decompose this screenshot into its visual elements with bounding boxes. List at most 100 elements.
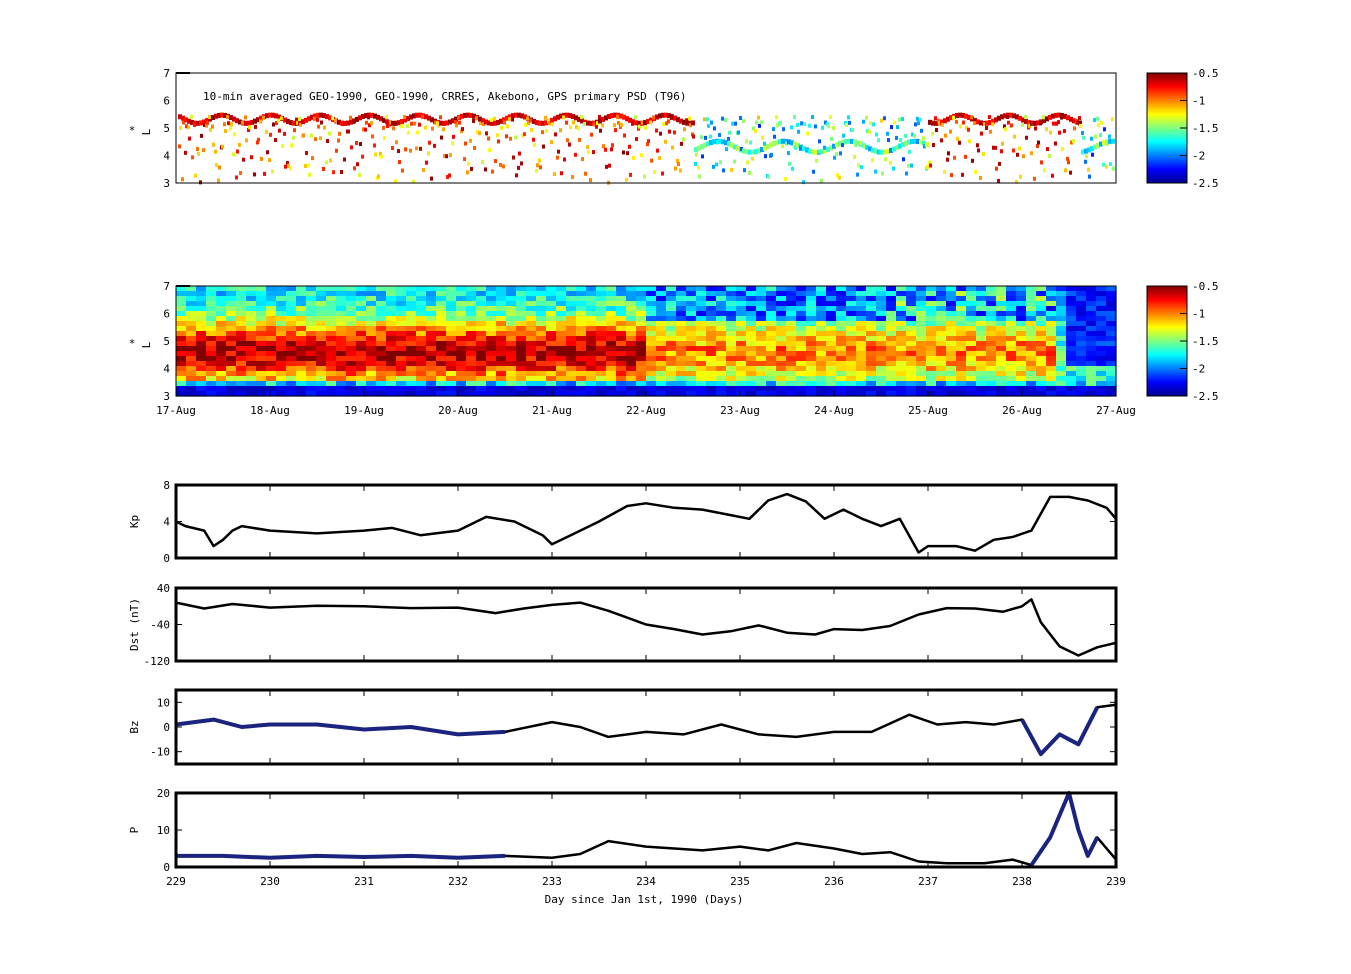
- psd-point: [463, 112, 467, 118]
- heatmap-cell: [366, 381, 377, 387]
- heatmap-cell: [396, 371, 407, 377]
- psd-point: [1004, 127, 1007, 132]
- heatmap-cell: [236, 326, 247, 332]
- heatmap-cell: [956, 316, 967, 322]
- psd-point: [208, 116, 212, 122]
- heatmap-cell: [566, 386, 577, 392]
- psd-point: [556, 155, 559, 160]
- psd-point: [215, 163, 218, 168]
- heatmap-cell: [476, 351, 487, 357]
- heatmap-cell: [496, 316, 507, 322]
- heatmap-cell: [306, 381, 317, 387]
- psd-point: [844, 139, 848, 145]
- psd-point: [1019, 174, 1022, 179]
- panel2-date-ticks: 17-Aug 18-Aug 19-Aug 20-Aug 21-Aug 22-Aug 23-A…: [156, 391, 1136, 417]
- psd-point: [992, 145, 995, 150]
- heatmap-cell: [766, 366, 777, 372]
- heatmap-cell: [606, 316, 617, 322]
- psd-point: [535, 168, 538, 173]
- heatmap-cell: [956, 386, 967, 392]
- psd-point: [442, 127, 445, 132]
- psd-point: [1042, 115, 1045, 120]
- heatmap-cell: [536, 291, 547, 297]
- psd-point: [991, 122, 994, 127]
- heatmap-cell: [236, 366, 247, 372]
- heatmap-cell: [826, 351, 837, 357]
- heatmap-cell: [266, 301, 277, 307]
- psd-point: [343, 157, 346, 162]
- heatmap-cell: [396, 346, 407, 352]
- psd-point: [286, 119, 290, 125]
- heatmap-cell: [536, 391, 547, 397]
- psd-point: [193, 123, 196, 128]
- colorbar-1: -0.5-1-1.5-2-2.5: [1146, 67, 1219, 190]
- heatmap-cell: [1016, 341, 1027, 347]
- psd-point: [737, 130, 740, 135]
- heatmap-cell: [1036, 356, 1047, 362]
- date-tick-label: 25-Aug: [908, 404, 948, 417]
- heatmap-cell: [526, 356, 537, 362]
- heatmap-cell: [246, 306, 257, 312]
- heatmap-cell: [176, 371, 187, 377]
- heatmap-cell: [376, 306, 387, 312]
- heatmap-cell: [626, 371, 637, 377]
- psd-point: [961, 172, 964, 177]
- psd-point: [805, 148, 808, 153]
- heatmap-cell: [696, 351, 707, 357]
- heatmap-cell: [436, 296, 447, 302]
- heatmap-cell: [926, 346, 937, 352]
- psd-point: [1082, 135, 1085, 140]
- heatmap-cell: [756, 346, 767, 352]
- psd-point: [308, 172, 311, 177]
- heatmap-cell: [566, 336, 577, 342]
- psd-point: [857, 163, 860, 168]
- heatmap-cell: [566, 296, 577, 302]
- date-tick-label: 20-Aug: [438, 404, 478, 417]
- heatmap-cell: [566, 311, 577, 317]
- heatmap-cell: [506, 296, 517, 302]
- heatmap-cell: [656, 321, 667, 327]
- psd-point: [964, 113, 968, 119]
- psd-point: [520, 161, 523, 166]
- heatmap-cell: [946, 356, 957, 362]
- heatmap-cell: [416, 336, 427, 342]
- heatmap-cell: [786, 341, 797, 347]
- measured-segment: [175, 717, 506, 737]
- heatmap-cell: [196, 376, 207, 382]
- heatmap-cell: [896, 361, 907, 367]
- heatmap-cell: [386, 296, 397, 302]
- psd-point: [986, 121, 989, 126]
- heatmap-cell: [446, 286, 457, 292]
- psd-point: [533, 142, 536, 147]
- psd-point: [880, 149, 884, 155]
- day-tick-label: 236: [824, 875, 844, 888]
- heatmap-cell: [986, 331, 997, 337]
- heatmap-cell: [376, 331, 387, 337]
- heatmap-cell: [776, 371, 787, 377]
- psd-point: [181, 177, 184, 182]
- psd-point: [655, 128, 658, 133]
- heatmap-cell: [676, 321, 687, 327]
- heatmap-cell: [486, 341, 497, 347]
- panel-frame: [174, 586, 1118, 663]
- heatmap-cell: [296, 346, 307, 352]
- psd-point: [535, 120, 539, 126]
- heatmap-cell: [196, 366, 207, 372]
- heatmap-cell: [406, 346, 417, 352]
- heatmap-cell: [526, 321, 537, 327]
- psd-point: [395, 140, 398, 145]
- psd-point: [970, 115, 973, 120]
- heatmap-cell: [906, 291, 917, 297]
- heatmap-cell: [446, 291, 457, 297]
- heatmap-cell: [376, 316, 387, 322]
- psd-point: [841, 143, 844, 148]
- psd-point: [187, 118, 191, 124]
- psd-point: [946, 157, 949, 162]
- heatmap-cell: [816, 356, 827, 362]
- heatmap-cell: [906, 321, 917, 327]
- heatmap-cell: [366, 291, 377, 297]
- heatmap-cell: [656, 341, 667, 347]
- heatmap-cell: [176, 306, 187, 312]
- heatmap-cell: [506, 316, 517, 322]
- heatmap-cell: [866, 296, 877, 302]
